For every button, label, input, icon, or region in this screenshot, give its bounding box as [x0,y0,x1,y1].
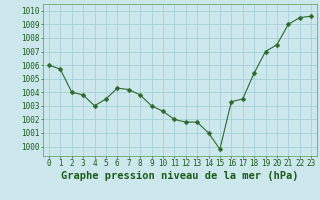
X-axis label: Graphe pression niveau de la mer (hPa): Graphe pression niveau de la mer (hPa) [61,171,299,181]
